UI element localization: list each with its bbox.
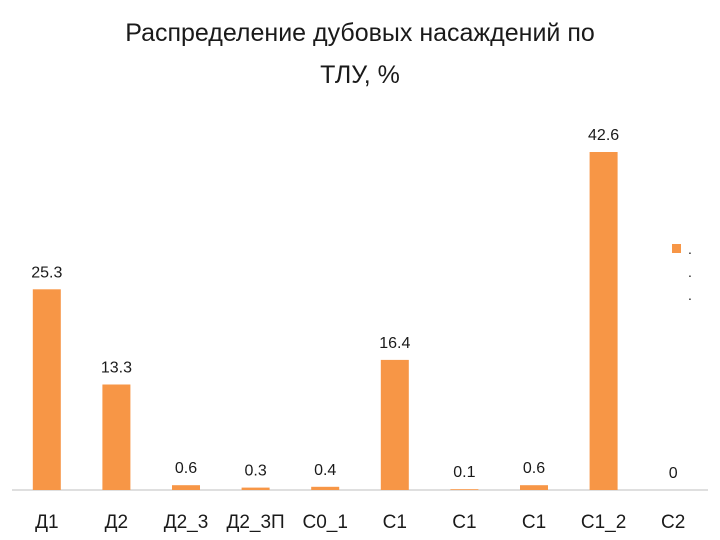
- value-label-9: 42.6: [588, 127, 619, 144]
- value-label-6: 16.4: [379, 335, 410, 352]
- legend-swatch: [672, 244, 681, 253]
- x-labels-group: Д1 Д2 Д2_3 Д2_3П С0_1 С1 С1 С1 С1_2 С2: [35, 512, 685, 533]
- chart-title: Распределение дубовых насаждений по ТЛУ, …: [0, 12, 720, 96]
- x-label-9: С1_2: [581, 512, 626, 533]
- bar-6: [380, 359, 409, 490]
- bar-4: [241, 487, 270, 490]
- x-label-1: Д1: [35, 512, 58, 533]
- bar-8: [520, 485, 548, 490]
- x-label-4: Д2_3П: [226, 512, 284, 533]
- legend-label-part-2: .: [688, 264, 692, 280]
- value-label-1: 25.3: [31, 264, 62, 281]
- x-label-7: С1: [452, 512, 476, 533]
- legend: ...: [672, 241, 692, 303]
- bar-3: [172, 485, 200, 490]
- value-label-4: 0.3: [244, 463, 266, 480]
- chart-title-line-1: Распределение дубовых насаждений по: [125, 19, 595, 47]
- value-label-10: 0: [669, 465, 678, 482]
- value-label-3: 0.6: [175, 460, 197, 477]
- value-label-7: 0.1: [453, 464, 475, 481]
- x-label-8: С1: [522, 512, 546, 533]
- x-label-6: С1: [383, 512, 407, 533]
- chart-title-text: Распределение дубовых насаждений по ТЛУ, …: [0, 12, 720, 96]
- bar-9: [589, 152, 618, 490]
- chart-title-line-2: ТЛУ, %: [320, 61, 400, 89]
- bar-7: [450, 489, 479, 490]
- value-label-5: 0.4: [314, 462, 336, 479]
- legend-label-part-3: .: [688, 287, 692, 303]
- x-label-2: Д2: [105, 512, 128, 533]
- value-labels-group: 25.3 13.3 0.6 0.3 0.4 16.4 0.1 0.6 42.6 0: [31, 127, 678, 482]
- bar-5: [311, 486, 340, 490]
- legend-label-part-1: .: [688, 241, 692, 257]
- x-label-5: С0_1: [302, 512, 347, 533]
- value-label-2: 13.3: [101, 360, 132, 377]
- bar-2: [102, 384, 131, 490]
- value-label-8: 0.6: [523, 460, 545, 477]
- bar-1: [32, 289, 61, 490]
- x-label-10: С2: [661, 512, 685, 533]
- bars-group: [32, 152, 618, 490]
- x-label-3: Д2_3: [164, 512, 209, 533]
